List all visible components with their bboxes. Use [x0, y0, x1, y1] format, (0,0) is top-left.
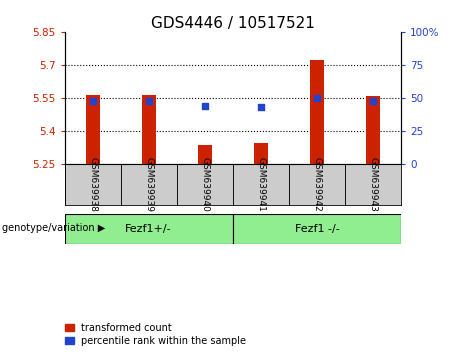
Text: GSM639941: GSM639941 — [256, 157, 266, 212]
Bar — [121, 164, 177, 205]
Bar — [289, 164, 345, 205]
Bar — [86, 95, 100, 164]
Text: GSM639943: GSM639943 — [368, 157, 378, 212]
Text: GSM639938: GSM639938 — [88, 157, 97, 212]
Bar — [366, 96, 380, 164]
Bar — [233, 164, 289, 205]
Point — [145, 98, 152, 104]
Point — [313, 96, 321, 101]
Bar — [310, 61, 324, 164]
Bar — [254, 143, 268, 164]
Text: GSM639939: GSM639939 — [144, 157, 153, 212]
Title: GDS4446 / 10517521: GDS4446 / 10517521 — [151, 16, 315, 31]
Bar — [177, 164, 233, 205]
Bar — [65, 164, 121, 205]
Point — [201, 103, 208, 108]
Legend: transformed count, percentile rank within the sample: transformed count, percentile rank withi… — [65, 323, 246, 346]
Bar — [142, 95, 156, 164]
Text: genotype/variation ▶: genotype/variation ▶ — [2, 223, 106, 233]
Bar — [198, 145, 212, 164]
Bar — [345, 164, 401, 205]
Point — [89, 98, 96, 104]
Text: GSM639942: GSM639942 — [313, 157, 321, 212]
Point — [257, 104, 265, 110]
Point — [369, 98, 377, 104]
Bar — [233, 214, 401, 244]
Text: Fezf1 -/-: Fezf1 -/- — [295, 224, 339, 234]
Text: Fezf1+/-: Fezf1+/- — [125, 224, 172, 234]
Bar — [65, 214, 233, 244]
Text: GSM639940: GSM639940 — [200, 157, 209, 212]
